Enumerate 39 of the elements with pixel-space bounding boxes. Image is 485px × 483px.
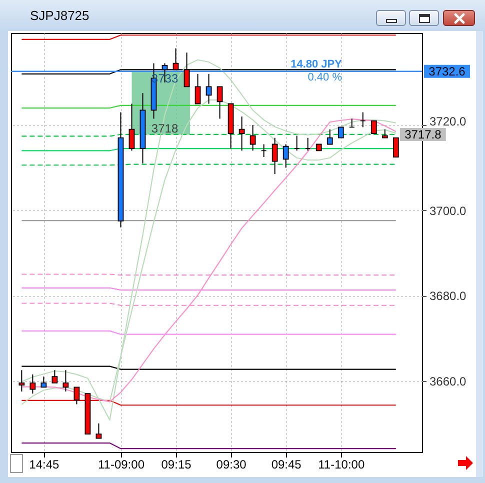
y-tick-label: 3680.0	[430, 289, 467, 304]
candlestick	[128, 103, 135, 152]
candlestick	[216, 86, 223, 120]
data-label: 3717.8	[404, 127, 442, 142]
ref-line-label: 3732.6	[428, 64, 466, 78]
candlestick	[206, 73, 212, 104]
annotation: 14.80 JPY	[290, 58, 343, 70]
candlestick	[392, 137, 399, 158]
candlestick	[250, 124, 256, 152]
x-tick-label: 09:45	[271, 458, 302, 472]
x-tick-label: 14:45	[29, 458, 60, 472]
candlestick	[348, 118, 355, 128]
candlestick	[30, 374, 36, 394]
x-tick-label: 11-10:00	[318, 458, 365, 472]
candlestick	[304, 137, 311, 152]
candlestick	[326, 128, 333, 145]
candlestick	[338, 126, 344, 138]
candlestick	[282, 144, 289, 168]
candlestick	[62, 370, 69, 392]
candlestick	[40, 376, 47, 388]
candlestick	[18, 370, 25, 392]
candlestick	[96, 422, 102, 439]
x-tick-label: 09:30	[216, 458, 247, 472]
annotation: 3718	[151, 121, 178, 136]
x-tick-label: 09:15	[161, 458, 192, 472]
chart-title: SJPJ8725	[30, 8, 90, 23]
candlestick	[360, 112, 366, 128]
y-tick-label: 3660.0	[430, 374, 467, 388]
candlestick	[194, 73, 201, 104]
candlestick	[294, 135, 300, 152]
candlestick	[260, 144, 267, 158]
annotation: 0.40 %	[308, 71, 342, 84]
candlestick	[370, 120, 377, 134]
candlestick	[52, 370, 58, 384]
y-tick-label: 3700.0	[430, 204, 467, 218]
candlestick	[238, 116, 245, 152]
x-tick-label: 11-09:00	[98, 458, 145, 472]
candlestick	[272, 137, 278, 175]
y-tick-label: 3720.0	[430, 114, 467, 129]
